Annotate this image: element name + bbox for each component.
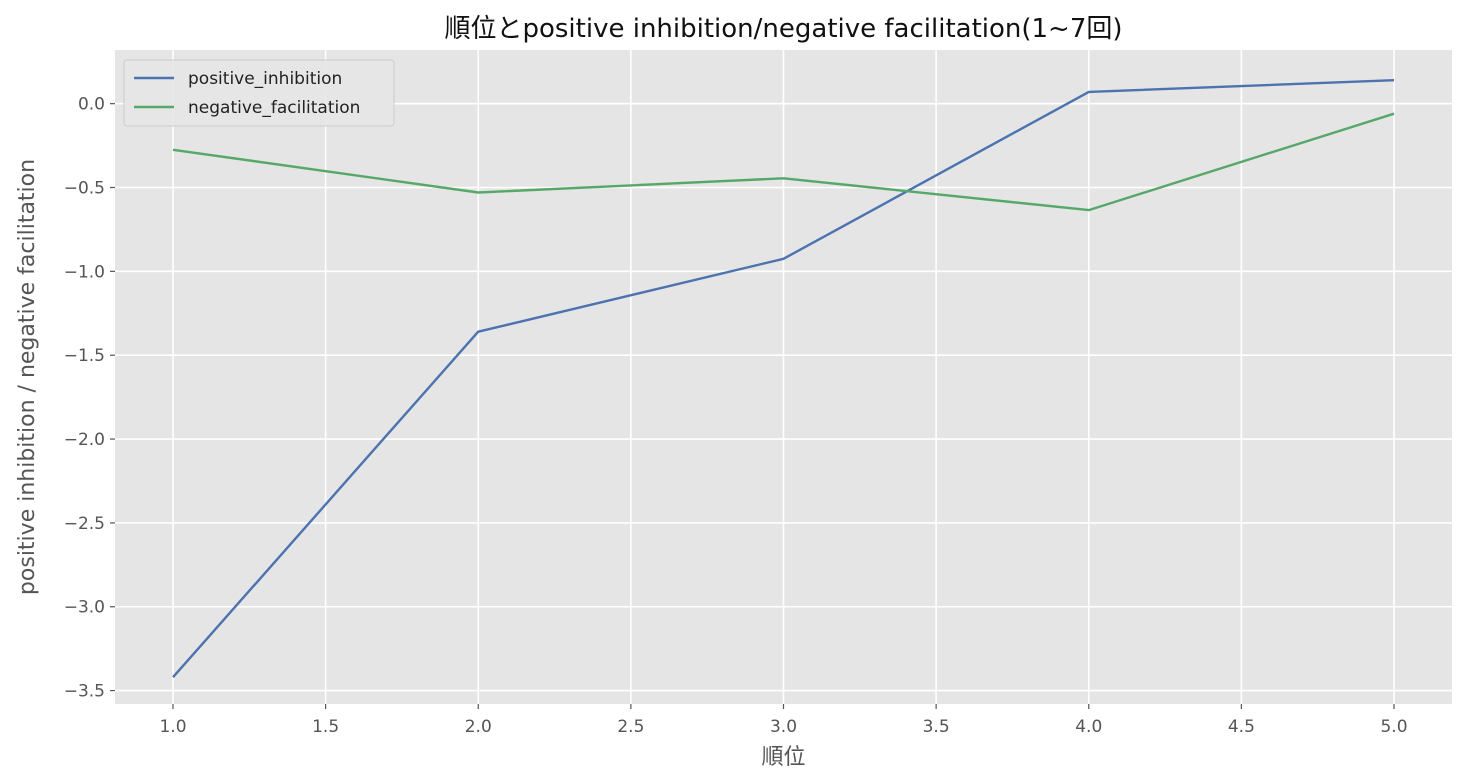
x-tick-label: 3.5 [923,717,950,737]
legend: positive_inhibition negative_facilitation [123,59,395,127]
x-tick-label: 4.5 [1228,717,1255,737]
series-line-negative-facilitation [172,112,1395,212]
chart-title: 順位とpositive inhibition/negative facilita… [444,14,1122,44]
x-tick-label: 1.5 [312,717,339,737]
y-tick-label: −3.5 [64,682,105,702]
x-tick-label: 2.0 [465,717,492,737]
legend-label: positive_inhibition [188,69,342,89]
x-tick-label: 3.0 [770,717,797,737]
y-ticks: 0.0 −0.5 −1.0 −1.5 −2.0 −2.5 −3.0 −3.5 [64,95,115,702]
legend-label: negative_facilitation [188,98,360,118]
y-tick-label: −1.5 [64,346,105,366]
x-tick-label: 2.5 [617,717,644,737]
x-ticks: 1.0 1.5 2.0 2.5 3.0 3.5 4.0 4.5 5.0 [159,704,1408,737]
x-tick-label: 1.0 [159,717,186,737]
y-tick-label: −2.0 [64,430,105,450]
y-tick-label: −1.0 [64,262,105,282]
series-line-positive-inhibition [172,79,1395,678]
grid [115,50,1452,704]
y-tick-label: 0.0 [78,95,105,115]
x-tick-label: 4.0 [1075,717,1102,737]
x-tick-label: 5.0 [1380,717,1407,737]
y-tick-label: −0.5 [64,179,105,199]
legend-box [123,59,395,127]
x-axis-label: 順位 [761,745,805,770]
y-tick-label: −2.5 [64,514,105,534]
series-layer [172,79,1395,678]
y-tick-label: −3.0 [64,598,105,618]
y-axis-label: positive inhibition / negative facilitat… [15,159,40,595]
